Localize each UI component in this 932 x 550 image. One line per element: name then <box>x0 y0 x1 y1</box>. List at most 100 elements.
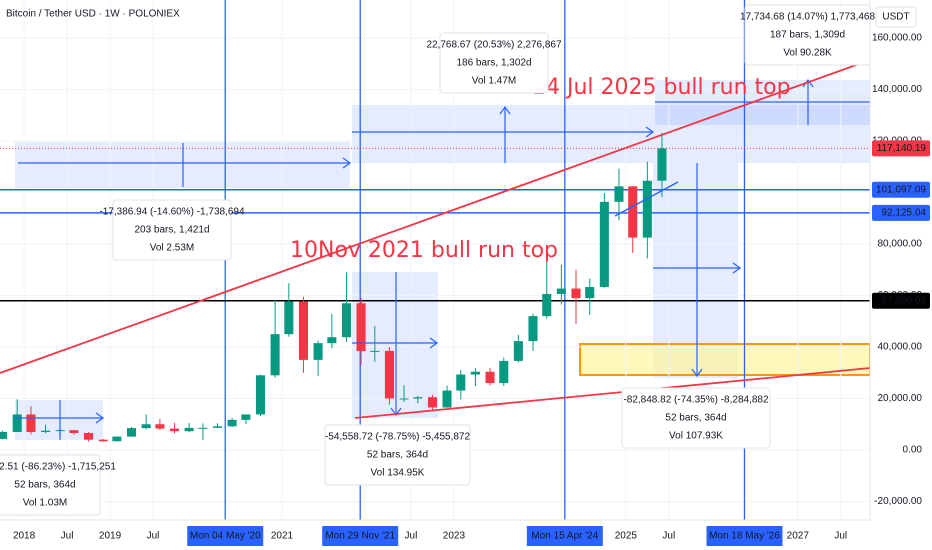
date-badge <box>706 526 783 546</box>
arrow-head <box>691 368 703 378</box>
x-tick-label: Jul <box>662 531 675 542</box>
candle-body <box>169 428 180 432</box>
y-tick-label: 140,000.00 <box>872 84 922 95</box>
unit-box[interactable] <box>875 6 917 28</box>
price-badge <box>872 140 930 157</box>
candle-body <box>241 414 251 420</box>
date-badge <box>526 526 603 546</box>
measure-label: 52 bars, 364d <box>367 450 428 461</box>
candle-body <box>0 431 8 439</box>
y-tick-label: 0.00 <box>903 445 923 456</box>
candle-body <box>155 424 165 429</box>
price-badge <box>872 204 930 221</box>
candle-body <box>542 293 552 317</box>
measure-label: Vol 107.93K <box>669 431 723 442</box>
measure-box <box>352 272 438 418</box>
candles <box>0 132 667 442</box>
x-tick-label: 2025 <box>615 531 638 542</box>
candle-body <box>184 427 194 432</box>
measure-label: 186 bars, 1,302d <box>456 58 531 69</box>
candle-body <box>528 316 538 342</box>
measure-label: -54,558.72 (-78.75%) -5,455,872 <box>325 432 471 443</box>
candle-body <box>12 414 22 432</box>
measure-label: Vol 134.95K <box>371 468 425 479</box>
candle-body <box>585 287 595 299</box>
y-unit: USDT <box>882 12 909 23</box>
y-axis-panel <box>870 0 932 550</box>
date-label: Mon 15 Apr '24 <box>531 531 598 542</box>
candle-body <box>571 288 581 299</box>
trend-line <box>614 181 679 217</box>
candle-body <box>69 430 79 433</box>
drawings-front <box>0 59 871 440</box>
candle-body <box>427 397 437 408</box>
measure-label: 187 bars, 1,309d <box>770 30 845 41</box>
date-label: Mon 18 May '26 <box>709 531 780 542</box>
candle-body <box>141 424 151 429</box>
measure-label: 17,734.68 (14.07%) 1,773,468 <box>740 12 876 23</box>
candle-body <box>41 430 51 432</box>
price-badge <box>872 181 930 198</box>
chart-title: Bitcoin / Tether USD · 1W · POLONIEX <box>6 9 180 20</box>
x-tick-label: Jul <box>834 531 847 542</box>
candle-body <box>442 390 452 408</box>
measure-label: 17,152.51 (-86.23%) -1,715,251 <box>0 462 116 473</box>
candle-body <box>98 439 108 442</box>
measure-label: Vol 90.28K <box>783 48 832 59</box>
candle-body <box>112 436 122 442</box>
measure-label-box <box>112 199 232 261</box>
measure-label: 52 bars, 364d <box>665 413 726 424</box>
x-tick-label: Jul <box>61 531 74 542</box>
candle-body <box>298 301 308 360</box>
candle-body <box>642 180 652 238</box>
measure-label: 52 bars, 364d <box>14 480 75 491</box>
candle-body <box>198 427 208 429</box>
candle-body <box>499 360 509 384</box>
annotation: 10Nov 2021 bull run top <box>290 238 558 263</box>
measure-label: 22,768.67 (20.53%) 2,276,867 <box>426 40 562 51</box>
measure-label-box <box>621 387 771 449</box>
measure-label: Vol 1.03M <box>23 498 67 509</box>
candle-body <box>470 371 480 375</box>
trend-line <box>0 59 871 374</box>
candle-body <box>399 398 409 400</box>
x-tick-label: 2019 <box>99 531 122 542</box>
measure-label: 203 bars, 1,421d <box>134 225 209 236</box>
labels: 160,000.00140,000.00120,000.0080,000.006… <box>0 4 930 546</box>
candle-body <box>599 201 609 288</box>
price-badge <box>872 292 930 309</box>
candle-body <box>341 303 351 338</box>
candle-body <box>227 419 237 427</box>
x-tick-label: Jul <box>147 531 160 542</box>
x-tick-label: 2027 <box>787 531 810 542</box>
candle-body <box>212 426 223 428</box>
candle-body <box>356 303 366 352</box>
y-tick-label: 40,000.00 <box>878 342 923 353</box>
measure-box <box>653 163 738 378</box>
price-label: 92,125.04 <box>882 207 927 218</box>
candle-body <box>255 375 266 415</box>
y-tick-label: 20,000.00 <box>878 393 923 404</box>
arrow-head <box>95 412 105 424</box>
candle-body <box>284 301 294 335</box>
candle-body <box>327 337 337 344</box>
candle-body <box>384 350 394 399</box>
candle-body <box>628 186 638 238</box>
x-tick-label: Jul <box>405 531 418 542</box>
arrow-head <box>732 262 742 274</box>
x-tick-label: 2023 <box>443 531 466 542</box>
arrow-head <box>390 407 402 417</box>
y-tick-label: 80,000.00 <box>878 239 923 250</box>
measure-label: -17,386.94 (-14.60%) -1,738,694 <box>99 207 245 218</box>
date-label: Mon 29 Nov '21 <box>325 531 395 542</box>
candle-body <box>370 350 380 352</box>
candle-body <box>657 148 667 181</box>
measure-label-box <box>744 4 871 66</box>
arrow-head <box>645 126 655 138</box>
arrow-head <box>342 157 352 169</box>
measure-label-box <box>0 454 101 516</box>
candle-body <box>614 186 624 202</box>
price-label: 117,140.19 <box>877 143 927 154</box>
